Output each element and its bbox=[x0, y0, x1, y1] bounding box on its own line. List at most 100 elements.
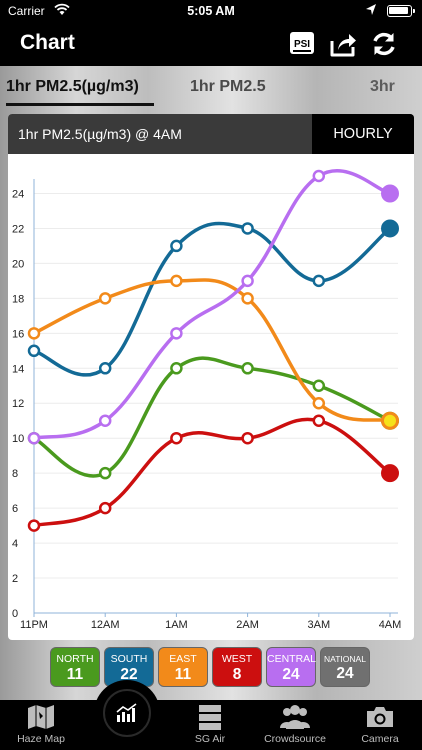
tabbar-label-sg-air: SG Air bbox=[194, 733, 226, 745]
data-point-south bbox=[381, 219, 399, 238]
y-tick-label: 6 bbox=[12, 503, 18, 515]
x-tick-label: 2AM bbox=[236, 619, 259, 631]
data-point-east bbox=[241, 292, 254, 305]
map-icon bbox=[28, 705, 54, 729]
psi-button[interactable]: PSI bbox=[288, 30, 316, 58]
data-point-west bbox=[170, 431, 183, 445]
bottom-tab-bar: Haze Map SG Air Crowdsource Camera bbox=[0, 700, 422, 750]
legend-label: SOUTH bbox=[110, 653, 148, 665]
tabbar-label-haze-map: Haze Map bbox=[17, 733, 65, 745]
legend-value: 8 bbox=[232, 666, 242, 683]
legend-chip-north[interactable]: NORTH 11 bbox=[50, 647, 100, 687]
data-point-east bbox=[170, 274, 183, 288]
data-point-south bbox=[170, 239, 183, 253]
people-icon bbox=[280, 705, 310, 729]
x-tick-label: 4AM bbox=[379, 619, 402, 631]
data-point-central bbox=[381, 184, 399, 203]
data-point-west bbox=[98, 501, 112, 515]
tabbar-item-crowdsource[interactable]: Crowdsource bbox=[255, 700, 335, 750]
data-point-central bbox=[27, 431, 41, 445]
y-tick-label: 16 bbox=[12, 328, 24, 340]
y-tick-label: 24 bbox=[12, 188, 24, 200]
wifi-icon bbox=[54, 3, 70, 15]
y-tick-label: 10 bbox=[12, 433, 24, 445]
tabbar-item-camera[interactable]: Camera bbox=[345, 700, 415, 750]
chart-header: 1hr PM2.5(µg/m3) @ 4AM HOURLY bbox=[8, 114, 414, 154]
data-point-north bbox=[98, 466, 112, 480]
tabbar-item-haze-map[interactable]: Haze Map bbox=[6, 700, 76, 750]
y-tick-label: 4 bbox=[12, 538, 18, 550]
data-point-east bbox=[312, 396, 326, 410]
pollutant-tabs: 1hr PM2.5(µg/m3) 1hr PM2.5 3hr bbox=[0, 66, 422, 110]
camera-icon bbox=[367, 707, 393, 727]
data-point-west bbox=[312, 414, 326, 427]
tab-1hr-pm25[interactable]: 1hr PM2.5 bbox=[190, 78, 266, 95]
battery-icon bbox=[387, 5, 415, 17]
data-point-east bbox=[27, 327, 41, 340]
data-point-west bbox=[241, 431, 254, 445]
y-tick-label: 14 bbox=[12, 363, 24, 375]
legend-label: NORTH bbox=[56, 653, 94, 665]
location-arrow-icon bbox=[366, 4, 376, 15]
data-point-central bbox=[98, 414, 112, 427]
data-point-north bbox=[170, 362, 183, 375]
legend-value: 24 bbox=[282, 666, 300, 683]
legend-chip-south[interactable]: SOUTH 22 bbox=[104, 647, 154, 687]
hourly-button[interactable]: HOURLY bbox=[312, 114, 414, 154]
y-tick-label: 2 bbox=[12, 573, 18, 585]
data-point-central bbox=[312, 169, 326, 183]
legend-chip-east[interactable]: EAST 11 bbox=[158, 647, 208, 687]
x-tick-label: 11PM bbox=[20, 619, 48, 631]
legend-value: 24 bbox=[336, 665, 354, 682]
data-point-north bbox=[312, 379, 326, 393]
y-tick-label: 20 bbox=[12, 258, 24, 270]
legend-label: CENTRAL bbox=[267, 653, 317, 665]
tabbar-item-sg-air[interactable]: SG Air bbox=[170, 700, 250, 750]
data-point-west bbox=[27, 519, 41, 532]
legend-value: 11 bbox=[174, 666, 192, 683]
chart-icon bbox=[116, 703, 137, 722]
legend-label: NATIONAL bbox=[324, 654, 366, 664]
data-point-west bbox=[381, 464, 399, 483]
x-tick-label: 1AM bbox=[165, 619, 188, 631]
data-point-south bbox=[98, 362, 112, 375]
nav-bar: Chart PSI bbox=[0, 22, 422, 66]
page-title: Chart bbox=[20, 31, 75, 54]
chart-title: 1hr PM2.5(µg/m3) @ 4AM bbox=[18, 126, 182, 142]
data-point-east bbox=[98, 292, 112, 305]
y-tick-label: 8 bbox=[12, 468, 18, 480]
legend-chip-national[interactable]: NATIONAL 24 bbox=[320, 647, 370, 687]
y-tick-label: 18 bbox=[12, 293, 24, 305]
status-time: 5:05 AM bbox=[187, 4, 235, 18]
psi-label: PSI bbox=[294, 39, 310, 50]
legend-value: 11 bbox=[66, 666, 84, 683]
tab-3hr[interactable]: 3hr bbox=[370, 78, 395, 95]
data-point-central bbox=[170, 327, 183, 340]
data-point-south bbox=[241, 222, 254, 235]
refresh-button[interactable] bbox=[370, 30, 398, 58]
tab-1hr-pm25-ugm3[interactable]: 1hr PM2.5(µg/m3) bbox=[6, 78, 139, 95]
data-point-east bbox=[381, 411, 399, 430]
data-point-south bbox=[312, 274, 326, 288]
database-icon bbox=[199, 705, 221, 730]
tabbar-label-camera: Camera bbox=[361, 733, 399, 745]
active-tab-indicator bbox=[6, 103, 154, 106]
data-point-south bbox=[27, 344, 41, 358]
series-line-south bbox=[32, 221, 392, 377]
legend-chip-west[interactable]: WEST 8 bbox=[212, 647, 262, 687]
series-line-east bbox=[32, 278, 392, 423]
share-button[interactable] bbox=[329, 30, 357, 58]
y-tick-label: 0 bbox=[12, 608, 18, 620]
y-tick-label: 22 bbox=[12, 223, 24, 235]
legend-label: EAST bbox=[169, 653, 197, 665]
x-tick-label: 3AM bbox=[307, 619, 330, 631]
tabbar-item-chart[interactable] bbox=[103, 689, 151, 737]
tabbar-label-crowdsource: Crowdsource bbox=[264, 733, 326, 745]
legend-chip-central[interactable]: CENTRAL 24 bbox=[266, 647, 316, 687]
data-point-central bbox=[241, 274, 254, 288]
legend-value: 22 bbox=[120, 666, 138, 683]
y-tick-label: 12 bbox=[12, 398, 24, 410]
carrier-label: Carrier bbox=[8, 4, 45, 18]
status-bar: Carrier 5:05 AM bbox=[0, 0, 422, 22]
